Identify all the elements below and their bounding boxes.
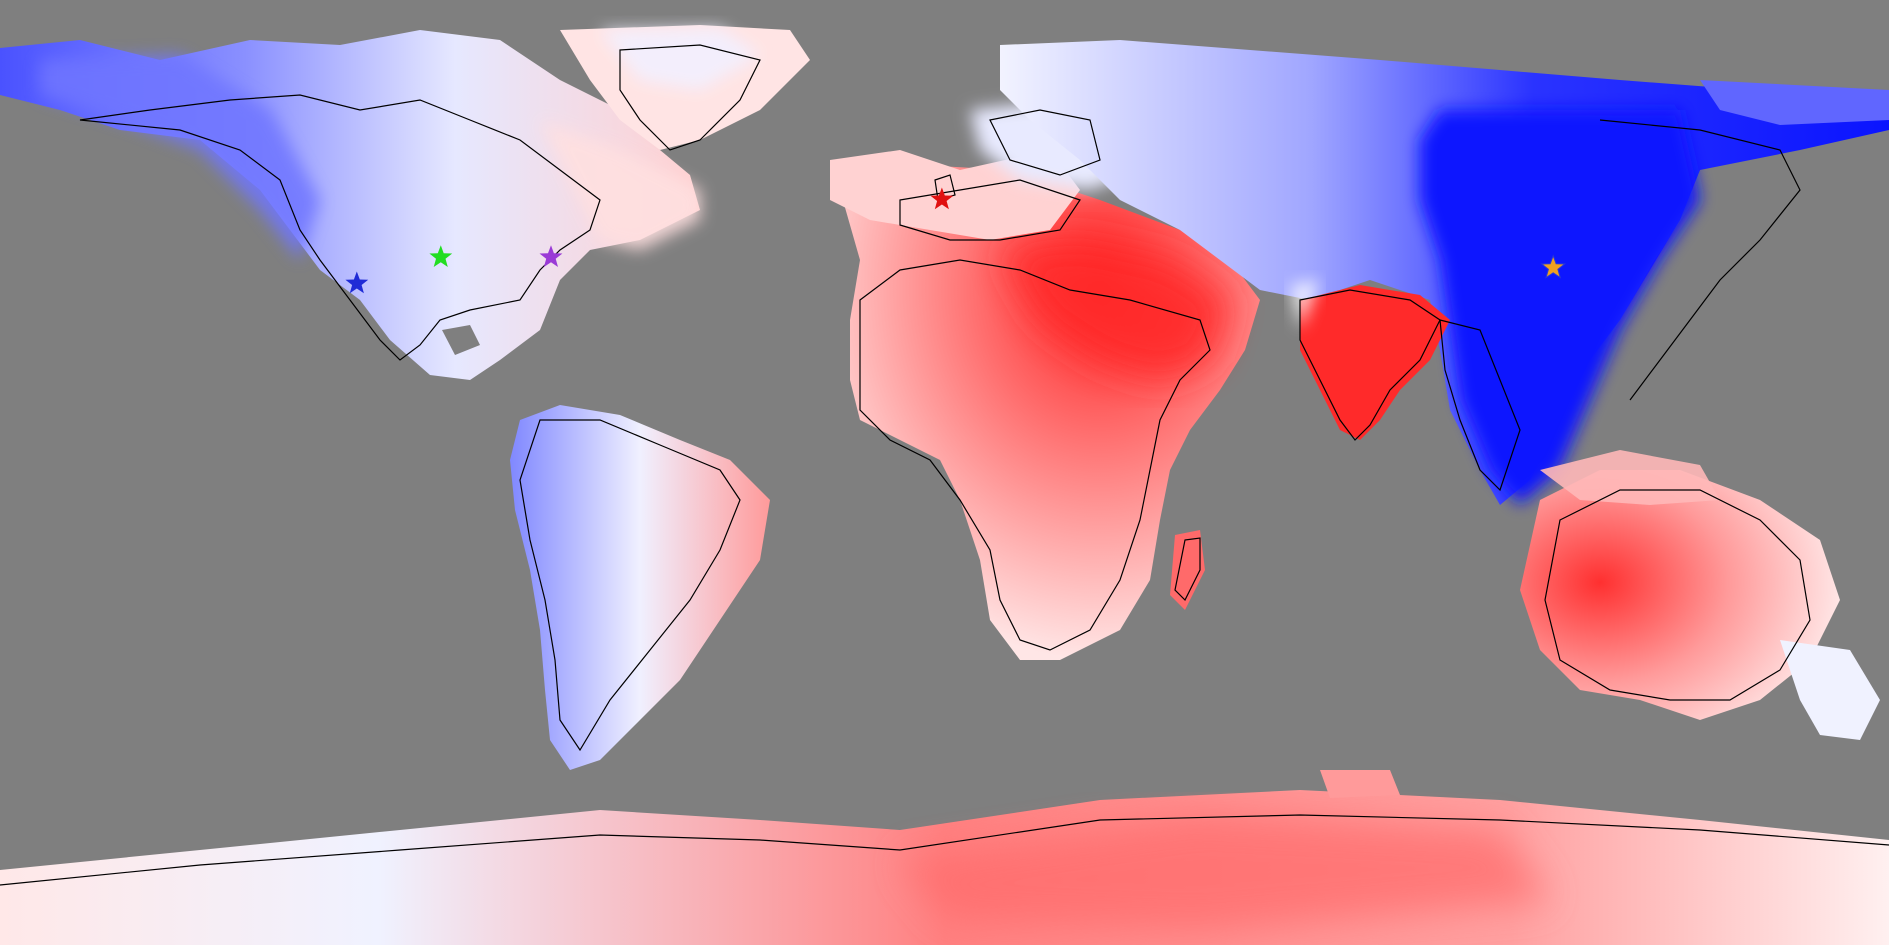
south-america-region [510,405,770,770]
coastlines [0,44,1889,886]
antarctica-region [0,770,1889,945]
australia-region [1520,450,1880,740]
green-star-marker [429,245,453,267]
red-star-marker [930,187,954,210]
eurasia-region [1000,40,1889,505]
africa-region [840,165,1260,660]
blue-star-marker [345,271,369,294]
orange-star-marker [1540,254,1566,279]
india-region [1300,285,1450,440]
purple-star-marker [539,245,563,267]
markers [345,187,1566,294]
